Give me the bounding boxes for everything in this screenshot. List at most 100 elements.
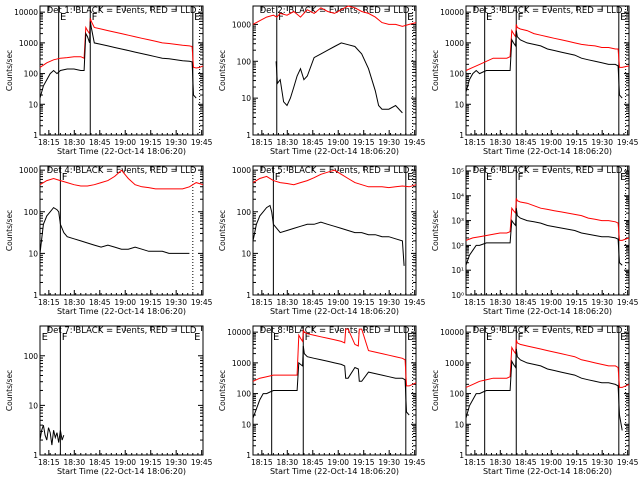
x-tick-label: 18:15 — [464, 458, 486, 467]
x-tick-label: 19:30 — [378, 138, 400, 147]
flag-label: F — [62, 172, 68, 183]
y-tick-label: 10⁵ — [451, 167, 464, 176]
x-tick-label: 19:30 — [378, 298, 400, 307]
x-tick-label: 19:15 — [140, 298, 162, 307]
x-tick-label: 19:30 — [378, 458, 400, 467]
flag-label: F — [518, 172, 524, 183]
y-tick-label: 10000 — [227, 328, 251, 337]
flag-label: E — [273, 332, 279, 343]
x-axis-label: Start Time (22-Oct-14 18:06:20) — [57, 307, 186, 316]
flag-label: E — [194, 332, 200, 343]
flag-label: E — [407, 332, 413, 343]
x-tick-label: 19:00 — [540, 138, 562, 147]
lld-series-line — [39, 169, 204, 190]
x-tick-label: 19:00 — [114, 458, 136, 467]
x-tick-label: 19:15 — [353, 298, 375, 307]
y-tick-label: 10 — [241, 420, 251, 429]
y-axis-label: Counts/sec — [5, 210, 14, 251]
plot-frame — [252, 5, 417, 136]
flag-label: E — [486, 12, 492, 23]
flag-label: F — [305, 332, 311, 343]
lld-series-line — [465, 198, 630, 241]
chart-title: Det 8: BLACK = Events, RED = LLD — [260, 326, 410, 336]
x-tick-label: 18:30 — [276, 138, 298, 147]
flag-label: E — [42, 332, 48, 343]
y-tick-label: 10¹ — [451, 266, 464, 275]
x-tick-label: 19:15 — [353, 458, 375, 467]
x-tick-label: 19:15 — [140, 458, 162, 467]
x-tick-label: 18:45 — [515, 298, 537, 307]
x-tick-label: 19:00 — [327, 298, 349, 307]
lld-series-line — [252, 169, 417, 189]
x-tick-label: 19:30 — [591, 298, 613, 307]
x-tick-label: 18:30 — [276, 458, 298, 467]
x-tick-label: 18:45 — [515, 458, 537, 467]
x-tick-label: 18:30 — [489, 458, 511, 467]
flag-label: E — [620, 12, 626, 23]
flag-label: E — [620, 172, 626, 183]
y-tick-label: 10 — [454, 100, 464, 109]
x-tick-label: 19:45 — [191, 298, 213, 307]
y-axis-label: Counts/sec — [431, 210, 440, 251]
chart-title: Det 7: BLACK = Events, RED = LLD — [47, 326, 197, 336]
x-tick-label: 19:15 — [140, 138, 162, 147]
x-axis-label: Start Time (22-Oct-14 18:06:20) — [270, 467, 399, 476]
y-tick-label: 1000 — [445, 359, 464, 368]
y-tick-label: 1 — [33, 291, 38, 300]
y-tick-label: 10000 — [440, 8, 464, 17]
x-tick-label: 19:15 — [566, 138, 588, 147]
x-tick-label: 19:00 — [327, 458, 349, 467]
y-tick-label: 10³ — [451, 217, 464, 226]
x-tick-label: 18:30 — [489, 298, 511, 307]
x-tick-label: 18:45 — [89, 298, 111, 307]
x-tick-label: 19:00 — [114, 138, 136, 147]
y-tick-label: 100 — [450, 70, 465, 79]
chart-panel-9: Det 9: BLACK = Events, RED = LLD 1 10 100 10… — [431, 325, 639, 476]
flag-label: E — [620, 332, 626, 343]
x-tick-label: 19:15 — [566, 458, 588, 467]
x-tick-label: 19:45 — [404, 138, 426, 147]
chart-panel-8: Det 8: BLACK = Events, RED = LLD 1 10 100 10… — [218, 325, 426, 476]
x-tick-label: 18:45 — [302, 298, 324, 307]
x-axis-label: Start Time (22-Oct-14 18:06:20) — [483, 307, 612, 316]
y-tick-label: 100 — [24, 352, 39, 361]
x-tick-label: 19:00 — [540, 298, 562, 307]
flag-label: E — [486, 332, 492, 343]
x-tick-label: 19:45 — [617, 298, 639, 307]
y-tick-label: 100 — [237, 57, 252, 66]
y-tick-label: 100 — [237, 390, 252, 399]
y-axis-label: Counts/sec — [5, 50, 14, 91]
y-axis-label: Counts/sec — [431, 370, 440, 411]
y-axis-label: Counts/sec — [5, 370, 14, 411]
flag-label: F — [92, 12, 98, 23]
x-tick-label: 18:45 — [89, 138, 111, 147]
chart-title: Det 5: BLACK = Events, RED = LLD — [260, 166, 410, 176]
events-series-line — [252, 204, 405, 266]
x-tick-label: 18:15 — [38, 298, 60, 307]
x-tick-label: 19:30 — [591, 458, 613, 467]
x-tick-label: 19:15 — [353, 138, 375, 147]
y-tick-label: 10000 — [14, 8, 38, 17]
events-series-line — [465, 30, 623, 99]
x-tick-label: 18:15 — [38, 458, 60, 467]
y-tick-label: 100 — [450, 390, 465, 399]
y-tick-label: 10 — [28, 401, 38, 410]
y-tick-label: 10⁴ — [451, 192, 464, 201]
y-tick-label: 100 — [24, 70, 39, 79]
y-tick-label: 1000 — [19, 166, 38, 175]
x-tick-label: 18:15 — [251, 298, 273, 307]
y-tick-label: 10 — [241, 249, 251, 258]
flag-label: E — [60, 12, 66, 23]
x-tick-label: 19:30 — [591, 138, 613, 147]
y-tick-label: 1 — [459, 131, 464, 140]
chart-panel-7: Det 7: BLACK = Events, RED = LLD 1 10 100 18… — [5, 325, 213, 476]
flag-label: F — [518, 12, 524, 23]
x-axis-label: Start Time (22-Oct-14 18:06:20) — [57, 147, 186, 156]
lld-series-line — [252, 328, 417, 387]
y-tick-label: 1000 — [232, 166, 251, 175]
y-tick-label: 1000 — [445, 39, 464, 48]
x-tick-label: 18:15 — [38, 138, 60, 147]
x-tick-label: 18:45 — [302, 138, 324, 147]
events-series-line — [465, 208, 623, 266]
